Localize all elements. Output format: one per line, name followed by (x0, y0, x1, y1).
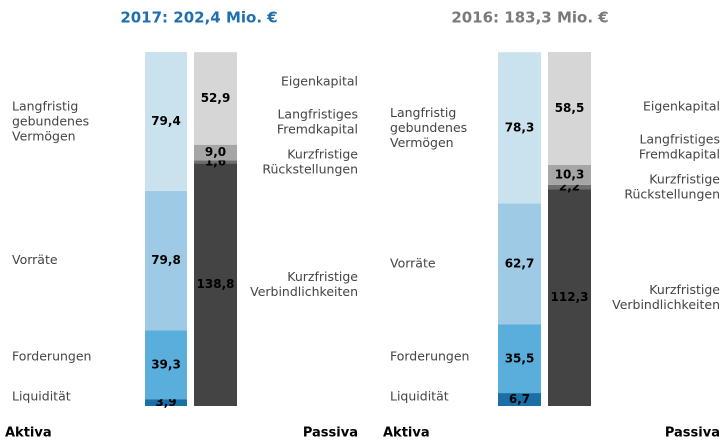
bar-segment (498, 203, 541, 325)
value-label: 9,0 (205, 145, 226, 159)
series-label: Eigenkapital (643, 98, 720, 113)
series-label: Langfristiges Fremdkapital (277, 106, 358, 136)
series-label: Kurzfristige Rückstellungen (262, 146, 358, 176)
series-label: Eigenkapital (281, 73, 358, 88)
bar-segment (498, 393, 541, 406)
category-label: Aktiva (5, 426, 52, 441)
value-label: 10,3 (555, 167, 585, 181)
bar-segment (498, 52, 541, 204)
value-label: 39,3 (151, 357, 181, 371)
series-label: Vorräte (390, 255, 436, 270)
series-label: Liquidität (390, 389, 449, 404)
series-label: Vorräte (12, 252, 58, 267)
series-label: Kurzfristige Verbindlichkeiten (612, 282, 720, 312)
value-label: 58,5 (555, 101, 585, 115)
value-label: 6,7 (509, 392, 530, 406)
category-label: Passiva (665, 426, 720, 441)
value-label: 79,8 (151, 253, 181, 267)
series-label: Forderungen (12, 349, 91, 364)
category-label: Aktiva (383, 426, 430, 441)
panel-title: 2016: 183,3 Mio. € (451, 9, 608, 27)
value-label: 62,7 (505, 256, 535, 270)
bar-segment (194, 160, 237, 164)
series-label: Liquidität (12, 389, 71, 404)
value-label: 52,9 (201, 91, 231, 105)
series-label: Kurzfristige Verbindlichkeiten (250, 269, 358, 299)
bar-segment (498, 324, 541, 394)
value-label: 35,5 (505, 351, 535, 365)
series-label: Kurzfristige Rückstellungen (624, 171, 720, 201)
panel-title: 2017: 202,4 Mio. € (120, 9, 277, 27)
bar-segment (194, 144, 237, 161)
bar-segment (548, 164, 591, 185)
value-label: 138,8 (197, 277, 235, 291)
bar-segment (548, 52, 591, 165)
series-label: Langfristiges Fremdkapital (639, 131, 720, 161)
bar-segment (548, 189, 591, 406)
value-label: 79,4 (151, 114, 181, 128)
bar-segment (145, 190, 187, 331)
series-label: Langfristig gebundenes Vermögen (390, 104, 467, 149)
bar-segment (145, 52, 187, 191)
bar-segment (145, 399, 187, 406)
bar-segment (145, 330, 187, 400)
series-label: Forderungen (390, 349, 469, 364)
value-label: 78,3 (505, 120, 535, 134)
series-label: Langfristig gebundenes Vermögen (12, 98, 89, 143)
category-label: Passiva (303, 426, 358, 441)
bar-segment (194, 52, 237, 145)
bar-segment (194, 163, 237, 406)
bar-segment (548, 184, 591, 190)
value-label: 112,3 (551, 290, 589, 304)
